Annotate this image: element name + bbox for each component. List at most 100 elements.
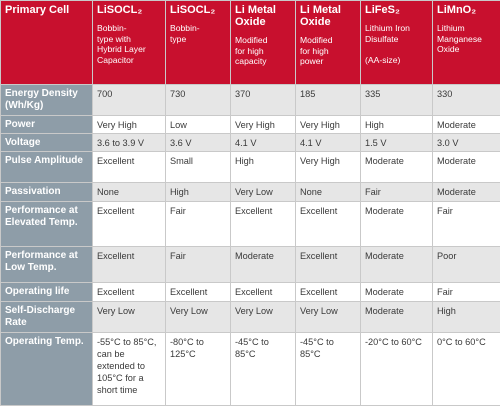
- column-description: Bobbin- type: [170, 23, 226, 44]
- table-cell: Very Low: [166, 302, 231, 333]
- table-cell: High: [433, 302, 500, 333]
- table-row-elevated-temp: Performance at Elevated Temp. Excellent …: [1, 202, 500, 247]
- table-row-voltage: Voltage 3.6 to 3.9 V 3.6 V 4.1 V 4.1 V 1…: [1, 134, 500, 152]
- table-cell: 3.6 V: [166, 134, 231, 152]
- row-label: Performance at Low Temp.: [1, 247, 93, 283]
- table-cell: None: [93, 183, 166, 202]
- table-cell: 700: [93, 85, 166, 116]
- table-cell: Excellent: [166, 283, 231, 302]
- column-name: LiSOCL₂: [170, 4, 226, 16]
- table-row-passivation: Passivation None High Very Low None Fair…: [1, 183, 500, 202]
- row-label: Pulse Amplitude: [1, 152, 93, 183]
- table-cell: Very Low: [93, 302, 166, 333]
- row-label: Operating life: [1, 283, 93, 302]
- table-cell: Excellent: [296, 202, 361, 247]
- table-cell: Very High: [296, 116, 361, 134]
- table-cell: Small: [166, 152, 231, 183]
- column-header-5: LiFeS₂ Lithium Iron Disulfate (AA-size): [361, 1, 433, 85]
- table-cell: Moderate: [433, 152, 500, 183]
- table-cell: 370: [231, 85, 296, 116]
- table-cell: Very Low: [231, 302, 296, 333]
- table-cell: Fair: [433, 202, 500, 247]
- table-cell: Moderate: [361, 302, 433, 333]
- row-label: Voltage: [1, 134, 93, 152]
- row-label: Operating Temp.: [1, 333, 93, 406]
- column-description: Lithium Iron Disulfate (AA-size): [365, 23, 428, 65]
- table-cell: Excellent: [231, 283, 296, 302]
- row-label: Passivation: [1, 183, 93, 202]
- table-cell: Moderate: [361, 152, 433, 183]
- table-cell: Very Low: [231, 183, 296, 202]
- table-cell: 730: [166, 85, 231, 116]
- table-row-low-temp: Performance at Low Temp. Excellent Fair …: [1, 247, 500, 283]
- column-description: Bobbin- type with Hybrid Layer Capacitor: [97, 23, 161, 65]
- table-cell: Fair: [433, 283, 500, 302]
- column-name: Li Metal Oxide: [235, 4, 291, 28]
- table-cell: Moderate: [433, 183, 500, 202]
- header-row: Primary Cell LiSOCL₂ Bobbin- type with H…: [1, 1, 500, 85]
- table-row-operating-temp: Operating Temp. -55°C to 85°C, can be ex…: [1, 333, 500, 406]
- table-cell: Excellent: [93, 152, 166, 183]
- table-cell: -45°C to 85°C: [231, 333, 296, 406]
- table-row-operating-life: Operating life Excellent Excellent Excel…: [1, 283, 500, 302]
- table-cell: 3.6 to 3.9 V: [93, 134, 166, 152]
- table-cell: Moderate: [433, 116, 500, 134]
- table-cell: High: [231, 152, 296, 183]
- table-cell: -45°C to 85°C: [296, 333, 361, 406]
- table-cell: 3.0 V: [433, 134, 500, 152]
- table-cell: Poor: [433, 247, 500, 283]
- column-header-1: LiSOCL₂ Bobbin- type with Hybrid Layer C…: [93, 1, 166, 85]
- table-cell: Excellent: [93, 247, 166, 283]
- table-cell: Very High: [296, 152, 361, 183]
- table-cell: Fair: [166, 247, 231, 283]
- row-label: Energy Density (Wh/Kg): [1, 85, 93, 116]
- table-cell: Moderate: [231, 247, 296, 283]
- column-description: Modified for high capacity: [235, 35, 291, 67]
- table-row-power: Power Very High Low Very High Very High …: [1, 116, 500, 134]
- table-cell: 185: [296, 85, 361, 116]
- table-cell: 4.1 V: [231, 134, 296, 152]
- column-description: Modified for high power: [300, 35, 356, 67]
- table-cell: Fair: [166, 202, 231, 247]
- table-cell: 330: [433, 85, 500, 116]
- table-cell: Moderate: [361, 247, 433, 283]
- corner-header: Primary Cell: [1, 1, 93, 85]
- table-cell: None: [296, 183, 361, 202]
- table-cell: Excellent: [231, 202, 296, 247]
- column-name: LiSOCL₂: [97, 4, 161, 16]
- table-cell: 335: [361, 85, 433, 116]
- column-header-4: Li Metal Oxide Modified for high power: [296, 1, 361, 85]
- table-row-pulse-amplitude: Pulse Amplitude Excellent Small High Ver…: [1, 152, 500, 183]
- table-cell: 0°C to 60°C: [433, 333, 500, 406]
- column-header-3: Li Metal Oxide Modified for high capacit…: [231, 1, 296, 85]
- table-cell: Excellent: [93, 202, 166, 247]
- table-cell: Excellent: [93, 283, 166, 302]
- table-cell: Moderate: [361, 283, 433, 302]
- table-row-self-discharge: Self-Discharge Rate Very Low Very Low Ve…: [1, 302, 500, 333]
- table-cell: High: [361, 116, 433, 134]
- table-cell: -20°C to 60°C: [361, 333, 433, 406]
- table-cell: Fair: [361, 183, 433, 202]
- table-cell: -80°C to 125°C: [166, 333, 231, 406]
- table-cell: Very Low: [296, 302, 361, 333]
- row-label: Power: [1, 116, 93, 134]
- column-name: LiFeS₂: [365, 4, 428, 16]
- table-cell: High: [166, 183, 231, 202]
- column-header-6: LiMnO₂ Lithium Manganese Oxide: [433, 1, 500, 85]
- column-header-2: LiSOCL₂ Bobbin- type: [166, 1, 231, 85]
- table-cell: Excellent: [296, 283, 361, 302]
- table-cell: Very High: [231, 116, 296, 134]
- column-description: Lithium Manganese Oxide: [437, 23, 496, 55]
- row-label: Performance at Elevated Temp.: [1, 202, 93, 247]
- table-row-energy-density: Energy Density (Wh/Kg) 700 730 370 185 3…: [1, 85, 500, 116]
- table-cell: Moderate: [361, 202, 433, 247]
- table-cell: 1.5 V: [361, 134, 433, 152]
- row-label: Self-Discharge Rate: [1, 302, 93, 333]
- corner-label: Primary Cell: [5, 4, 88, 16]
- column-name: LiMnO₂: [437, 4, 496, 16]
- table-cell: -55°C to 85°C, can be extended to 105°C …: [93, 333, 166, 406]
- table-cell: 4.1 V: [296, 134, 361, 152]
- table-cell: Low: [166, 116, 231, 134]
- table-cell: Very High: [93, 116, 166, 134]
